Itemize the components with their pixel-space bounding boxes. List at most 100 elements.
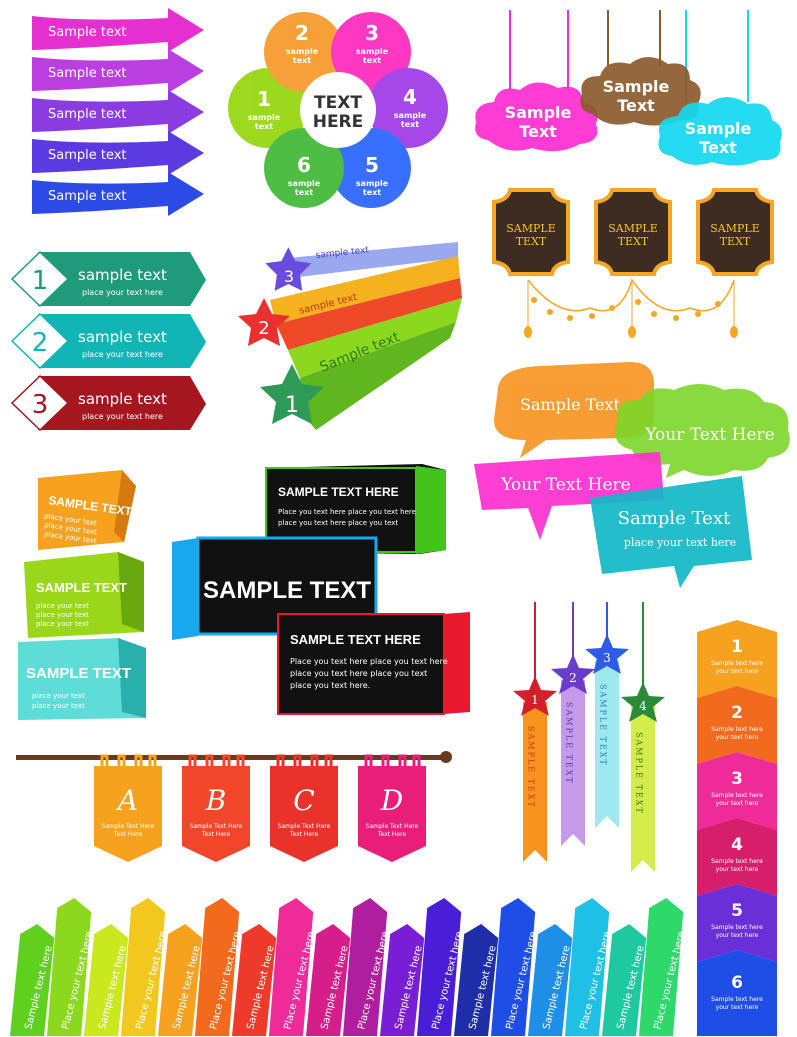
frame[interactable]: SAMPLE TEXT <box>594 188 672 276</box>
ribbon-number: 2 <box>569 671 577 685</box>
step-text: your text here <box>716 800 759 807</box>
step[interactable]: 4 Sample text here your text here <box>697 818 777 896</box>
tag-item[interactable]: 2 sample text place your text here <box>10 312 206 370</box>
ribbon-text: SAMPLE TEXT <box>527 726 536 809</box>
step[interactable]: 6 Sample text here your text here <box>697 950 777 1036</box>
ribbon[interactable]: 4 SAMPLE TEXT <box>621 682 665 872</box>
frame-text: TEXT <box>720 235 751 248</box>
box-sub: place your text <box>36 602 89 610</box>
cloud-text: Sample <box>505 103 572 122</box>
tag-number: 3 <box>32 390 49 420</box>
banner-letter: C <box>293 784 314 817</box>
petal-number: 3 <box>365 21 379 45</box>
step-number: 3 <box>731 769 743 789</box>
arrow-item[interactable]: Sample text <box>32 8 204 52</box>
box-sub: place your text <box>36 611 89 619</box>
star-ribbons: 1 SAMPLE TEXT 2 SAMPLE TEXT 3 SAMPLE TEX… <box>513 602 665 872</box>
step[interactable]: 1 Sample text here your text here <box>697 620 777 698</box>
step[interactable]: 2 Sample text here your text here <box>697 686 777 764</box>
strip[interactable]: Sample text here <box>10 924 55 1036</box>
star-number: 3 <box>284 267 294 286</box>
banner[interactable]: B Sample Text Here Text Here <box>182 754 250 862</box>
petal-number: 2 <box>295 21 309 45</box>
star-number: 1 <box>285 393 299 418</box>
petal-text: sample <box>356 179 389 188</box>
cloud-text: Sample <box>685 119 752 138</box>
star-1[interactable]: 1 <box>260 364 324 424</box>
step-text: your text here <box>716 866 759 873</box>
box[interactable]: SAMPLE TEXT place your text place your t… <box>24 552 144 638</box>
star-3[interactable]: 3 <box>265 247 312 291</box>
frame[interactable]: SAMPLE TEXT <box>696 188 774 276</box>
cloud[interactable] <box>658 97 782 166</box>
box[interactable]: SAMPLE TEXT place your text place your t… <box>38 470 136 550</box>
banner-text: Text Here <box>377 831 407 838</box>
banner[interactable]: D Sample Text Here Text Here <box>358 754 426 862</box>
arrow-item[interactable]: Sample text <box>32 90 204 134</box>
petal-4[interactable] <box>368 68 448 148</box>
cloud-text: Sample <box>603 77 670 96</box>
step-number: 2 <box>731 703 743 723</box>
petal-text: sample <box>288 179 321 188</box>
petal-text: text <box>363 56 381 65</box>
tag-item[interactable]: 1 sample text place your text here <box>10 250 206 308</box>
diagonal-strips: Sample text here Place your text here Samp… <box>10 898 686 1036</box>
arrow-item[interactable]: Sample text <box>32 131 204 175</box>
strip[interactable]: Place your text here <box>639 898 686 1036</box>
arrow-label: Sample text <box>48 189 127 204</box>
box[interactable]: SAMPLE TEXT place your text place your t… <box>18 638 146 720</box>
petal-text: text <box>363 188 381 197</box>
petal-5[interactable] <box>331 128 411 208</box>
arrow-item[interactable]: Sample text <box>32 172 204 216</box>
bubble[interactable]: Sample Text place your text here <box>590 476 752 588</box>
strip[interactable]: Sample text here <box>158 924 203 1036</box>
board[interactable]: SAMPLE TEXT HERE Place you text here pla… <box>277 612 470 715</box>
step-text: Sample text here <box>711 924 763 931</box>
banner[interactable]: C Sample Text Here Text Here <box>270 754 338 862</box>
frame-text: SAMPLE <box>608 222 657 235</box>
tag-item[interactable]: 3 sample text place your text here <box>10 374 206 432</box>
petal-6[interactable] <box>264 128 344 208</box>
numbered-tags: 1 sample text place your text here 2 sam… <box>10 250 206 432</box>
banner-text: Sample Text Here <box>278 823 331 830</box>
ribbon[interactable]: 1 SAMPLE TEXT <box>513 676 557 862</box>
cloud-text: Text <box>617 96 655 115</box>
bubble[interactable]: Your Text Here <box>474 452 664 540</box>
ribbon-number: 3 <box>603 651 611 665</box>
board-line: Place you text here place you text here <box>290 657 448 666</box>
step-number: 5 <box>731 901 743 921</box>
petal-text: text <box>295 188 313 197</box>
petal-2[interactable] <box>264 12 344 92</box>
step[interactable]: 3 Sample text here your text here <box>697 752 777 830</box>
cloud[interactable] <box>580 57 701 126</box>
step-text: your text here <box>716 1004 759 1011</box>
arrow-item[interactable]: Sample text <box>32 49 204 93</box>
step-text: your text here <box>716 668 759 675</box>
hanging-clouds: Sample Text Sample Text Sample Text <box>475 10 782 166</box>
step-column: 1 Sample text here your text here 2 Samp… <box>697 620 777 1036</box>
step-text: Sample text here <box>711 996 763 1003</box>
step[interactable]: 5 Sample text here your text here <box>697 884 777 962</box>
cloud[interactable] <box>475 82 598 152</box>
petal-text: text <box>293 56 311 65</box>
star-2[interactable]: 2 <box>238 298 290 346</box>
stacked-boxes: SAMPLE TEXT place your text place your t… <box>18 470 146 720</box>
step-text: Sample text here <box>711 858 763 865</box>
petal-text: text <box>255 122 273 131</box>
star-number: 2 <box>258 318 269 339</box>
banner[interactable]: A Sample Text Here Text Here <box>94 754 162 862</box>
flower-center-line1: TEXT <box>314 93 362 113</box>
frame-text: TEXT <box>618 235 649 248</box>
strip[interactable]: Sample text here <box>602 924 647 1036</box>
frame[interactable]: SAMPLE TEXT <box>492 188 570 276</box>
hanging-banners: A Sample Text Here Text Here B Sample Te… <box>16 751 452 862</box>
flower-center-line2: HERE <box>313 112 364 132</box>
step-text: Sample text here <box>711 792 763 799</box>
arrow-label: Sample text <box>48 25 127 40</box>
strip[interactable]: Sample text here <box>84 924 129 1036</box>
bubble[interactable]: Sample Text <box>494 362 654 458</box>
ribbon[interactable]: 2 SAMPLE TEXT <box>551 654 595 846</box>
ribbon[interactable]: 3 SAMPLE TEXT <box>585 634 629 828</box>
board-title: SAMPLE TEXT HERE <box>290 632 421 647</box>
banner-letter: D <box>380 784 403 817</box>
